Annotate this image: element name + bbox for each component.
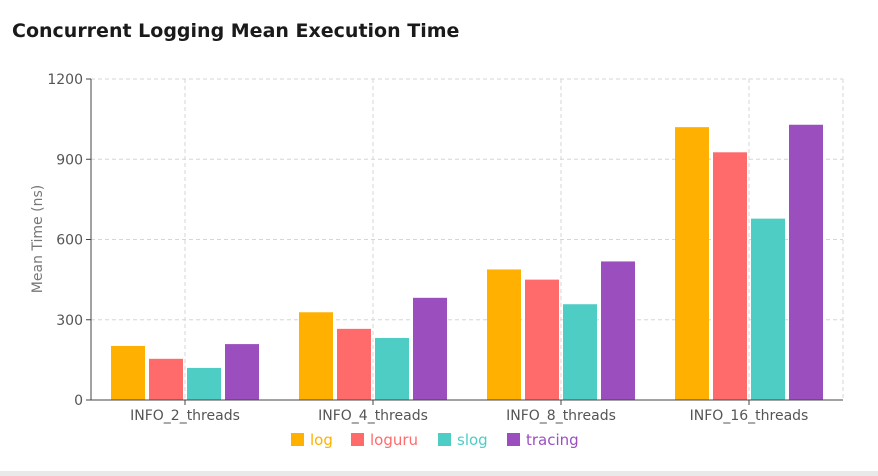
y-tick-label: 600 bbox=[56, 233, 83, 249]
y-tick-label: 300 bbox=[56, 313, 83, 329]
bar-tracing-INFO_16_threads bbox=[789, 124, 823, 401]
legend-swatch-tracing bbox=[507, 433, 520, 446]
x-axis-ticks: INFO_2_threads INFO_4_threads INFO_8_threa… bbox=[130, 400, 808, 424]
bar-log-INFO_4_threads bbox=[299, 312, 333, 400]
bar-log-INFO_8_threads bbox=[487, 269, 521, 400]
y-tick-label: 1200 bbox=[47, 72, 83, 88]
bar-tracing-INFO_4_threads bbox=[413, 297, 447, 400]
bar-tracing-INFO_2_threads bbox=[225, 344, 259, 400]
bar-loguru-INFO_4_threads bbox=[337, 328, 371, 400]
y-axis-ticks: 0 300 600 900 1200 bbox=[47, 72, 91, 409]
bar-loguru-INFO_2_threads bbox=[149, 358, 183, 400]
legend-swatch-log bbox=[291, 433, 304, 446]
bar-slog-INFO_4_threads bbox=[375, 337, 409, 400]
y-axis-label: Mean Time (ns) bbox=[30, 185, 46, 293]
bar-slog-INFO_8_threads bbox=[563, 304, 597, 400]
x-tick-label: INFO_2_threads bbox=[130, 408, 240, 424]
legend: log loguru slog tracing bbox=[291, 431, 579, 449]
x-tick-label: INFO_16_threads bbox=[690, 408, 809, 424]
legend-swatch-loguru bbox=[351, 433, 364, 446]
legend-label-log: log bbox=[310, 431, 333, 449]
bars bbox=[111, 124, 823, 401]
y-tick-label: 900 bbox=[56, 152, 83, 168]
bar-tracing-INFO_8_threads bbox=[601, 261, 635, 400]
x-tick-label: INFO_4_threads bbox=[318, 408, 428, 424]
legend-label-tracing: tracing bbox=[526, 431, 579, 449]
legend-swatch-slog bbox=[438, 433, 451, 446]
chart-title: Concurrent Logging Mean Execution Time bbox=[12, 20, 459, 42]
legend-label-loguru: loguru bbox=[370, 431, 418, 449]
bar-log-INFO_16_threads bbox=[675, 127, 709, 401]
bar-slog-INFO_16_threads bbox=[751, 218, 785, 400]
x-tick-label: INFO_8_threads bbox=[506, 408, 616, 424]
legend-label-slog: slog bbox=[457, 431, 488, 449]
bar-loguru-INFO_8_threads bbox=[525, 279, 559, 400]
bottom-divider bbox=[0, 471, 878, 476]
bar-log-INFO_2_threads bbox=[111, 345, 145, 400]
bar-loguru-INFO_16_threads bbox=[713, 152, 747, 400]
y-tick-label: 0 bbox=[74, 393, 83, 409]
bar-slog-INFO_2_threads bbox=[187, 367, 221, 400]
